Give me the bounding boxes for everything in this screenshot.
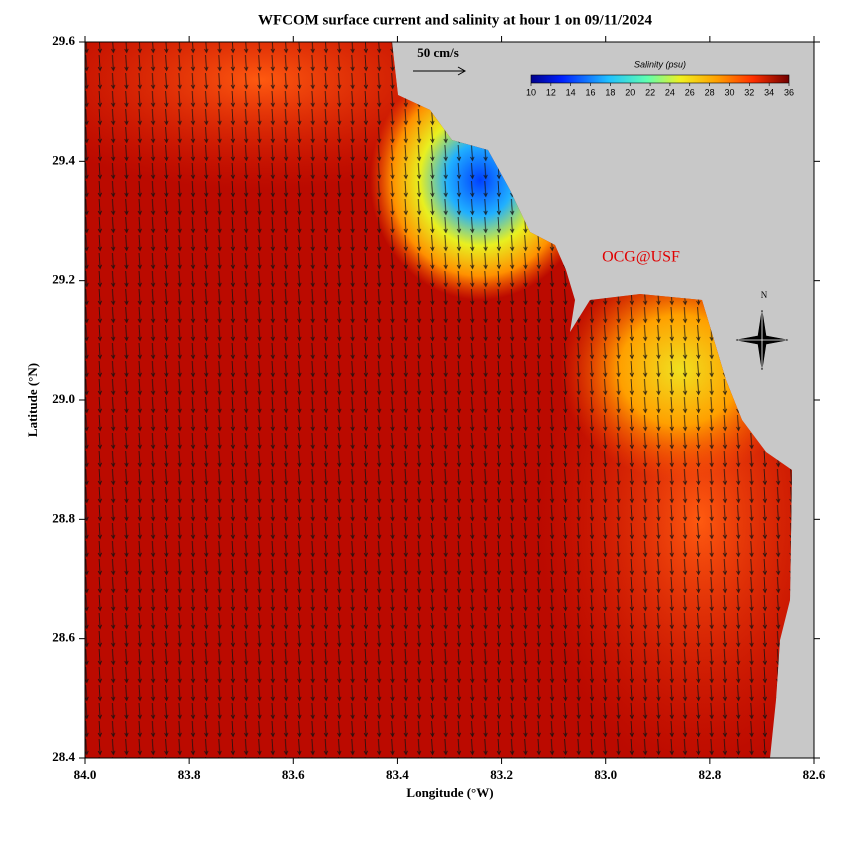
y-tick-label: 28.6	[52, 630, 75, 645]
scale-arrow	[413, 66, 467, 76]
y-tick-label: 28.4	[52, 749, 75, 764]
y-tick-label: 29.4	[52, 152, 75, 167]
y-tick-label: 29.2	[52, 272, 75, 287]
colorbar-title: Salinity (psu)	[634, 59, 686, 69]
colorbar-tick-label: 30	[724, 87, 734, 97]
colorbar-tick-label: 16	[586, 87, 596, 97]
scale-label: 50 cm/s	[417, 45, 459, 60]
title: WFCOM surface current and salinity at ho…	[258, 12, 653, 28]
compass	[735, 309, 789, 371]
colorbar-tick-label: 24	[665, 87, 675, 97]
x-tick-label: 83.0	[594, 767, 617, 782]
colorbar-tick-label: 32	[744, 87, 754, 97]
y-tick-label: 29.0	[52, 391, 75, 406]
colorbar-tick-label: 34	[764, 87, 774, 97]
y-tick-label: 28.8	[52, 510, 75, 525]
colorbar-tick-label: 12	[546, 87, 556, 97]
x-axis-label: Longitude (°W)	[406, 785, 493, 800]
colorbar-tick-label: 10	[526, 87, 536, 97]
colorbar-tick-label: 22	[645, 87, 655, 97]
colorbar-tick-label: 26	[685, 87, 695, 97]
x-tick-label: 83.6	[282, 767, 305, 782]
x-tick-label: 83.4	[386, 767, 409, 782]
compass-label: N	[761, 290, 768, 300]
watermark: OCG@USF	[602, 249, 680, 266]
x-tick-label: 83.8	[178, 767, 201, 782]
x-tick-label: 83.2	[490, 767, 513, 782]
colorbar-tick-label: 20	[625, 87, 635, 97]
colorbar-tick-label: 28	[705, 87, 715, 97]
y-tick-label: 29.6	[52, 33, 75, 48]
colorbar	[530, 74, 790, 84]
colorbar-tick-label: 14	[566, 87, 576, 97]
y-axis-label: Latitude (°N)	[25, 363, 40, 437]
x-tick-label: 82.8	[698, 767, 721, 782]
colorbar-tick-label: 36	[784, 87, 794, 97]
x-tick-label: 82.6	[803, 767, 826, 782]
colorbar-tick-label: 18	[605, 87, 615, 97]
x-tick-label: 84.0	[74, 767, 97, 782]
